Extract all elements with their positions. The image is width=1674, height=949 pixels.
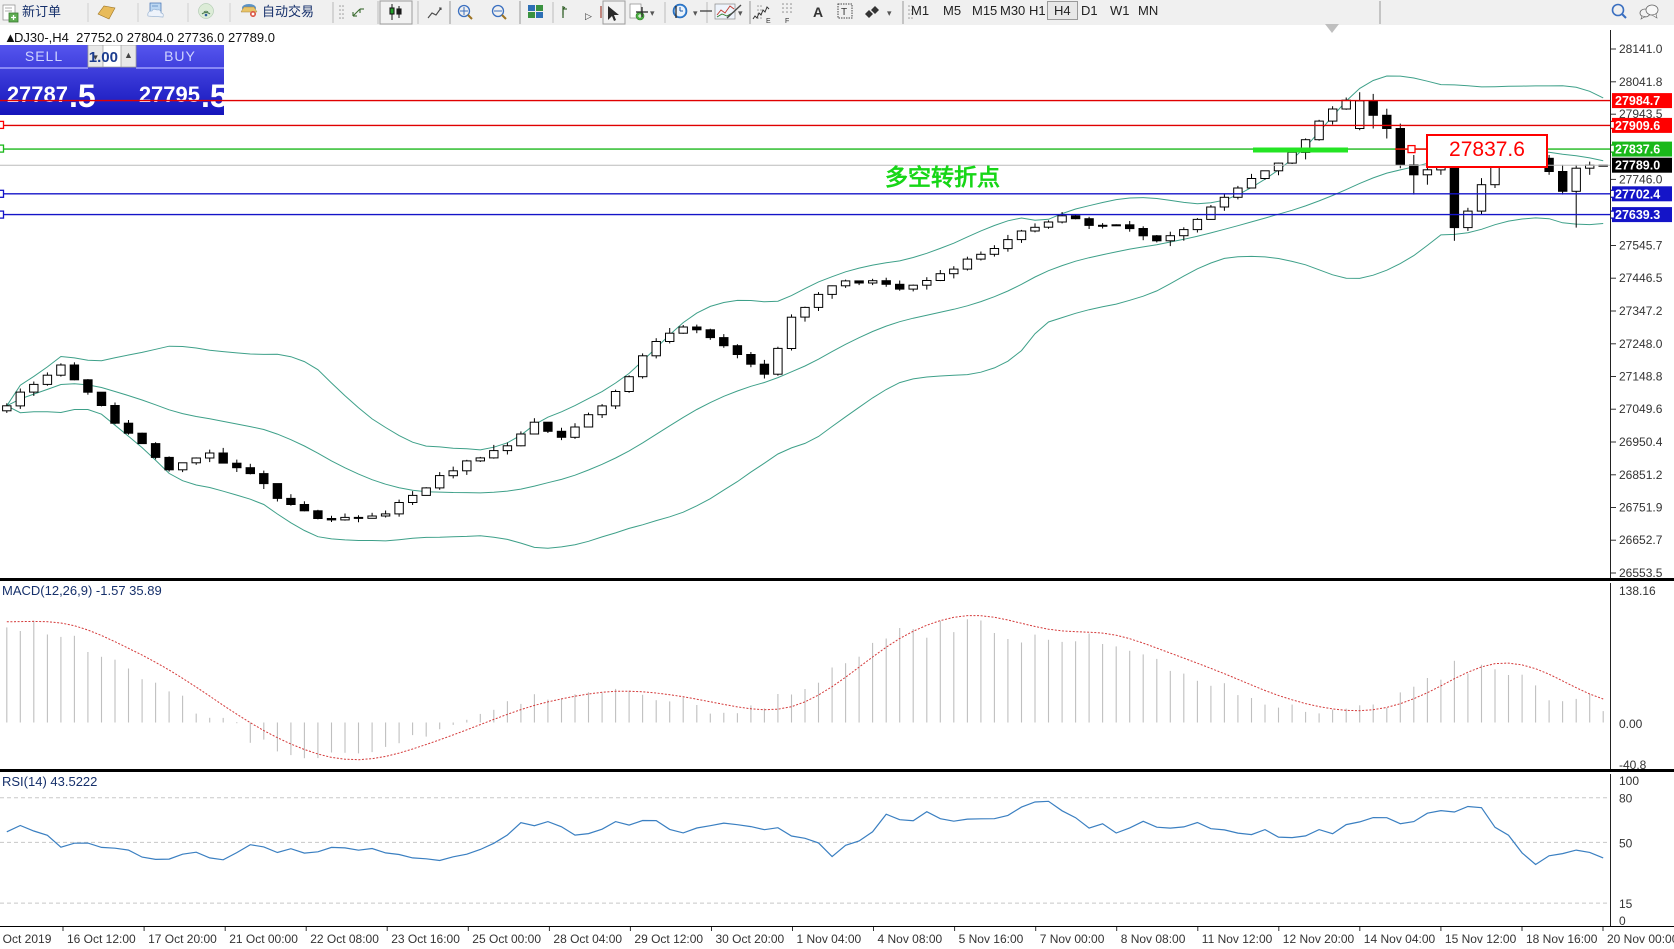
- svg-text:26950.4: 26950.4: [1619, 435, 1663, 449]
- svg-text:12 Nov 20:00: 12 Nov 20:00: [1283, 932, 1355, 946]
- svg-text:15: 15: [1619, 897, 1633, 911]
- svg-text:26652.7: 26652.7: [1619, 533, 1663, 547]
- svg-text:27909.6: 27909.6: [1615, 119, 1660, 133]
- svg-text:27702.4: 27702.4: [1615, 187, 1660, 201]
- svg-text:21 Oct 00:00: 21 Oct 00:00: [229, 932, 298, 946]
- svg-text:26553.5: 26553.5: [1619, 566, 1663, 578]
- svg-text:11 Nov 12:00: 11 Nov 12:00: [1202, 932, 1273, 946]
- svg-text:27837.6: 27837.6: [1615, 143, 1660, 157]
- svg-text:1 Nov 04:00: 1 Nov 04:00: [797, 932, 862, 946]
- svg-text:18 Nov 16:00: 18 Nov 16:00: [1526, 932, 1598, 946]
- svg-text:0: 0: [1619, 914, 1626, 926]
- svg-text:15 Nov 12:00: 15 Nov 12:00: [1445, 932, 1517, 946]
- svg-text:138.16: 138.16: [1619, 584, 1656, 598]
- svg-text:27248.0: 27248.0: [1619, 337, 1663, 351]
- svg-text:27347.2: 27347.2: [1619, 304, 1663, 318]
- svg-text:28 Oct 04:00: 28 Oct 04:00: [553, 932, 622, 946]
- svg-text:0.00: 0.00: [1619, 717, 1643, 731]
- svg-text:29 Oct 12:00: 29 Oct 12:00: [634, 932, 703, 946]
- svg-text:25 Oct 00:00: 25 Oct 00:00: [472, 932, 541, 946]
- svg-text:26751.9: 26751.9: [1619, 501, 1663, 515]
- svg-text:16 Oct 12:00: 16 Oct 12:00: [67, 932, 136, 946]
- svg-text:100: 100: [1619, 774, 1639, 788]
- svg-text:27789.0: 27789.0: [1615, 159, 1660, 173]
- svg-text:27639.3: 27639.3: [1615, 208, 1660, 222]
- svg-text:27049.6: 27049.6: [1619, 402, 1663, 416]
- svg-text:27746.0: 27746.0: [1619, 172, 1663, 186]
- svg-text:7 Nov 00:00: 7 Nov 00:00: [1040, 932, 1105, 946]
- svg-text:50: 50: [1619, 836, 1633, 850]
- svg-text:28041.8: 28041.8: [1619, 75, 1663, 89]
- svg-text:多空转折点: 多空转折点: [885, 164, 1000, 190]
- svg-text:8 Nov 08:00: 8 Nov 08:00: [1121, 932, 1186, 946]
- svg-text:30 Oct 20:00: 30 Oct 20:00: [716, 932, 785, 946]
- svg-text:15 Oct 2019: 15 Oct 2019: [0, 932, 52, 946]
- svg-text:22 Oct 08:00: 22 Oct 08:00: [310, 932, 379, 946]
- svg-text:27446.5: 27446.5: [1619, 271, 1663, 285]
- svg-text:5 Nov 16:00: 5 Nov 16:00: [959, 932, 1024, 946]
- svg-text:27984.7: 27984.7: [1615, 94, 1660, 108]
- svg-text:27148.8: 27148.8: [1619, 370, 1663, 384]
- svg-text:4 Nov 08:00: 4 Nov 08:00: [878, 932, 943, 946]
- svg-text:26851.2: 26851.2: [1619, 468, 1663, 482]
- svg-text:80: 80: [1619, 792, 1633, 806]
- svg-text:17 Oct 20:00: 17 Oct 20:00: [148, 932, 217, 946]
- svg-text:28141.0: 28141.0: [1619, 42, 1663, 56]
- svg-text:23 Oct 16:00: 23 Oct 16:00: [391, 932, 460, 946]
- svg-text:20 Nov 00:00: 20 Nov 00:00: [1607, 932, 1674, 946]
- svg-text:27545.7: 27545.7: [1619, 239, 1663, 253]
- svg-text:14 Nov 04:00: 14 Nov 04:00: [1364, 932, 1436, 946]
- svg-text:-40.8: -40.8: [1619, 758, 1647, 769]
